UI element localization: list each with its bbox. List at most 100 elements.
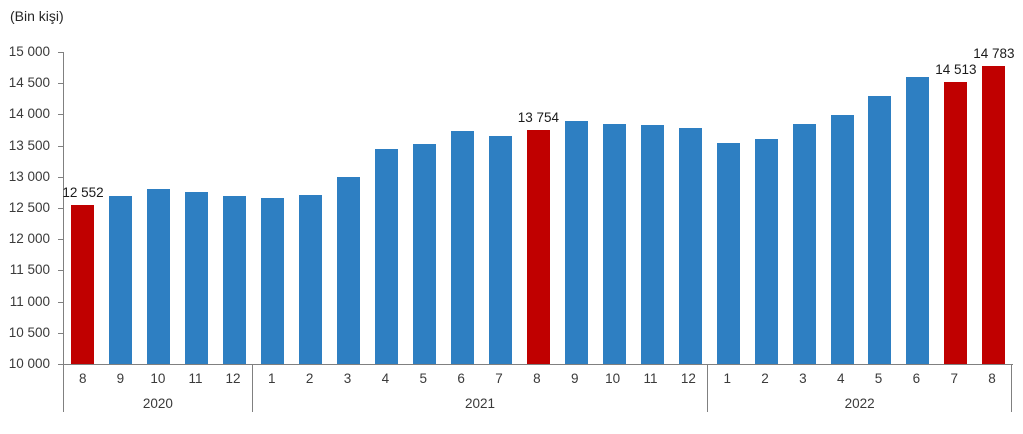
bar-2021-4 (375, 149, 399, 364)
bar-value-label-2022-8: 14 783 (973, 45, 1015, 61)
x-tick-label-2020-11: 11 (188, 371, 203, 386)
x-tick-label-2022-5: 5 (874, 371, 883, 386)
bar-slot-2021-1 (254, 52, 292, 364)
bar-value-label-2022-7: 14 513 (935, 62, 977, 78)
y-tick-label: 14 500 (8, 75, 50, 91)
y-axis-unit-label: (Bin kişi) (10, 8, 64, 24)
bar-2020-12 (223, 195, 247, 364)
x-tick-label-2021-4: 4 (381, 371, 390, 386)
year-group-2022: 1 2 3 4 5 6 7 8 2022 (708, 364, 1012, 412)
bar-2021-6 (451, 131, 474, 364)
bar-2021-8 (526, 129, 550, 364)
bar-slot-2020-8: 12 552 (62, 52, 104, 364)
y-tick-mark (58, 270, 63, 272)
x-tick-label-2021-6: 6 (457, 371, 465, 386)
bar-2020-10 (147, 189, 171, 364)
x-tick-label-2021-7: 7 (495, 371, 503, 386)
x-tick-label-2021-1: 1 (267, 371, 276, 386)
bar-slot-2022-7: 14 513 (935, 52, 977, 364)
y-tick-label: 11 000 (9, 293, 50, 309)
x-tick-label-2021-12: 12 (680, 371, 696, 386)
bar-slot-2021-12 (671, 52, 709, 364)
x-tick-label-2021-11: 11 (643, 371, 658, 386)
plot-area: 12 552 13 754 14 513 14 783 (62, 46, 1014, 365)
x-tick-label-2022-8: 8 (988, 371, 996, 386)
y-tick-mark (58, 364, 63, 365)
bar-2021-5 (413, 143, 437, 364)
bar-2021-10 (602, 123, 626, 364)
bar-2022-5 (868, 95, 892, 364)
x-tick-label-2021-9: 9 (570, 371, 579, 386)
bar-slot-2022-6 (899, 52, 937, 364)
bar-2021-2 (299, 194, 323, 364)
bar-2020-11 (185, 191, 209, 364)
y-tick-mark (58, 114, 63, 116)
x-axis: 8 9 10 11 12 2020 1 2 3 4 5 6 7 8 9 10 11 12 2021 1 2 3 4 5 6 7 8 2… (63, 364, 1012, 412)
x-tick-label-2020-10: 10 (150, 371, 166, 386)
bar-slot-2021-8: 13 754 (517, 52, 560, 364)
bar-slot-2021-5 (406, 52, 444, 364)
months-row-2022: 1 2 3 4 5 6 7 8 (708, 364, 1011, 386)
bar-slot-2021-2 (292, 52, 330, 364)
bar-2022-3 (792, 123, 816, 364)
bar-slot-2021-10 (595, 52, 633, 364)
bar-2022-6 (906, 77, 930, 364)
bar-2020-9 (109, 195, 133, 364)
y-tick-label: 10 500 (8, 324, 50, 340)
bar-slot-2021-9 (557, 52, 595, 364)
year-label-2022: 2022 (844, 396, 875, 411)
x-tick-label-2021-10: 10 (605, 371, 621, 386)
bar-slot-2022-2 (747, 52, 785, 364)
bar-slot-2020-10 (140, 52, 178, 364)
year-group-2021: 1 2 3 4 5 6 7 8 9 10 11 12 2021 (253, 364, 709, 412)
bar-2022-2 (754, 138, 778, 364)
x-tick-label-2022-4: 4 (836, 371, 845, 386)
bar-slot-2020-11 (178, 52, 216, 364)
bar-2021-7 (488, 135, 512, 364)
bar-slot-2020-12 (216, 52, 254, 364)
bar-slot-2021-4 (368, 52, 406, 364)
x-tick-label-2021-2: 2 (305, 371, 314, 386)
bar-slot-2021-6 (444, 52, 482, 364)
x-tick-label-2022-1: 1 (723, 371, 731, 386)
bar-2022-1 (716, 142, 740, 364)
bar-slot-2022-3 (785, 52, 823, 364)
months-row-2020: 8 9 10 11 12 (64, 364, 252, 386)
y-tick-label: 13 500 (8, 137, 50, 153)
y-tick-mark (58, 239, 63, 241)
bar-slot-2021-7 (481, 52, 519, 364)
x-tick-label-2020-12: 12 (225, 371, 241, 386)
y-tick-label: 15 000 (8, 44, 50, 59)
bar-2022-7 (944, 82, 968, 364)
bar-2021-12 (678, 128, 702, 364)
y-tick-label: 11 500 (9, 262, 50, 278)
bar-2022-4 (830, 115, 854, 364)
y-tick-label: 14 000 (8, 106, 50, 122)
bar-2022-8 (982, 65, 1006, 364)
y-tick-mark (58, 208, 63, 209)
bar-value-label-2020-8: 12 552 (62, 184, 104, 200)
bar-value-label-2021-8: 13 754 (517, 109, 560, 125)
y-tick-label: 12 500 (8, 200, 50, 215)
x-tick-label-2020-9: 9 (116, 371, 125, 386)
bar-2021-11 (640, 125, 664, 364)
bar-2021-1 (261, 198, 285, 364)
bar-2020-8 (71, 204, 95, 364)
y-tick-label: 12 000 (8, 231, 50, 247)
bar-slot-2022-8: 14 783 (973, 46, 1014, 364)
bar-slot-2021-3 (330, 52, 368, 364)
x-tick-label-2021-3: 3 (343, 371, 352, 386)
x-tick-label-2021-5: 5 (419, 371, 427, 386)
bar-slot-2022-1 (709, 52, 747, 364)
y-tick-mark (58, 52, 63, 53)
year-group-2020: 8 9 10 11 12 2020 (63, 364, 253, 412)
bar-slot-2022-5 (861, 52, 899, 364)
y-tick-mark (58, 301, 63, 303)
year-label-2021: 2021 (465, 396, 496, 411)
months-row-2021: 1 2 3 4 5 6 7 8 9 10 11 12 (253, 364, 708, 386)
bar-2021-3 (337, 177, 361, 364)
x-tick-label-2022-2: 2 (761, 371, 769, 386)
x-tick-label-2022-3: 3 (799, 371, 807, 386)
y-tick-mark (58, 176, 63, 178)
